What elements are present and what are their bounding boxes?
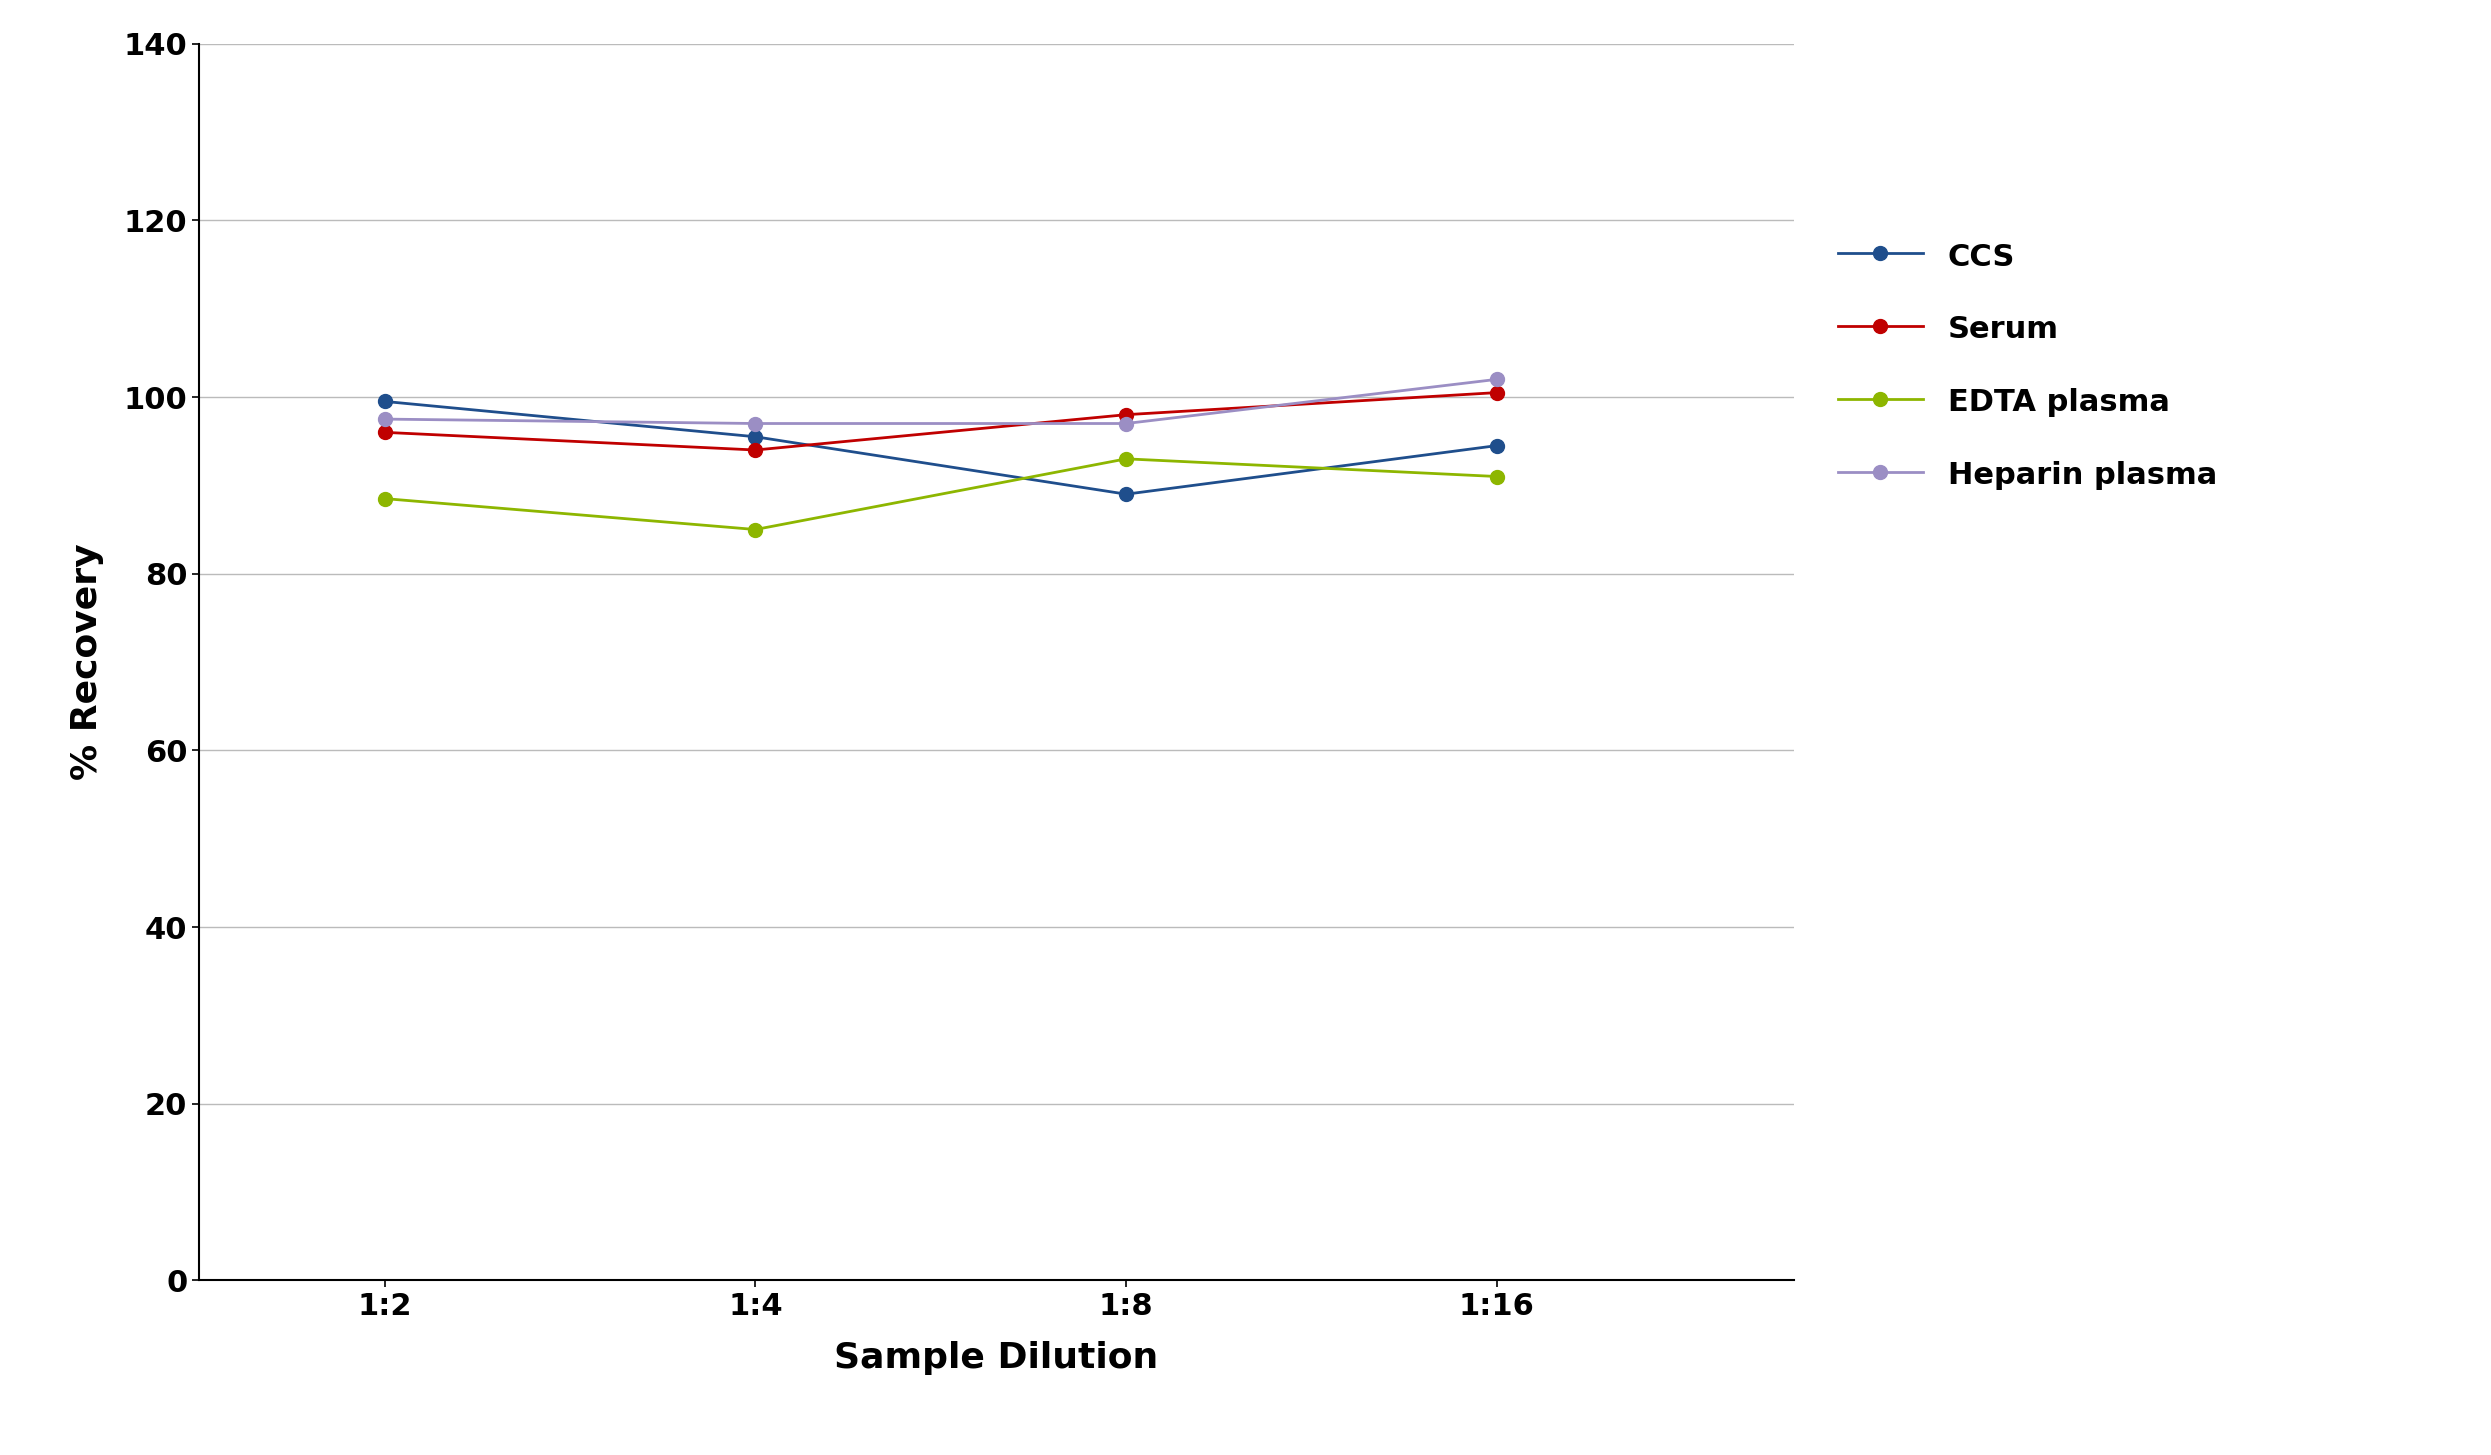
Serum [369, 423, 399, 441]
CCS [1482, 436, 1512, 454]
Heparin plasma [1111, 415, 1141, 432]
X-axis label: Sample Dilution: Sample Dilution [834, 1340, 1158, 1375]
EDTA plasma [369, 490, 399, 508]
Heparin plasma [740, 415, 770, 432]
EDTA plasma [740, 521, 770, 538]
Line: EDTA plasma: EDTA plasma [379, 453, 1505, 537]
Line: Heparin plasma: Heparin plasma [379, 372, 1505, 431]
Serum [1482, 384, 1512, 402]
CCS [1111, 486, 1141, 503]
Serum [740, 441, 770, 458]
Heparin plasma [1482, 371, 1512, 388]
CCS [369, 393, 399, 410]
EDTA plasma [1482, 469, 1512, 486]
Y-axis label: % Recovery: % Recovery [70, 544, 105, 780]
CCS [740, 428, 770, 445]
Line: CCS: CCS [379, 394, 1505, 501]
EDTA plasma [1111, 450, 1141, 467]
Heparin plasma [369, 410, 399, 428]
Line: Serum: Serum [379, 386, 1505, 457]
Legend: CCS, Serum, EDTA plasma, Heparin plasma: CCS, Serum, EDTA plasma, Heparin plasma [1826, 230, 2229, 502]
Serum [1111, 406, 1141, 423]
